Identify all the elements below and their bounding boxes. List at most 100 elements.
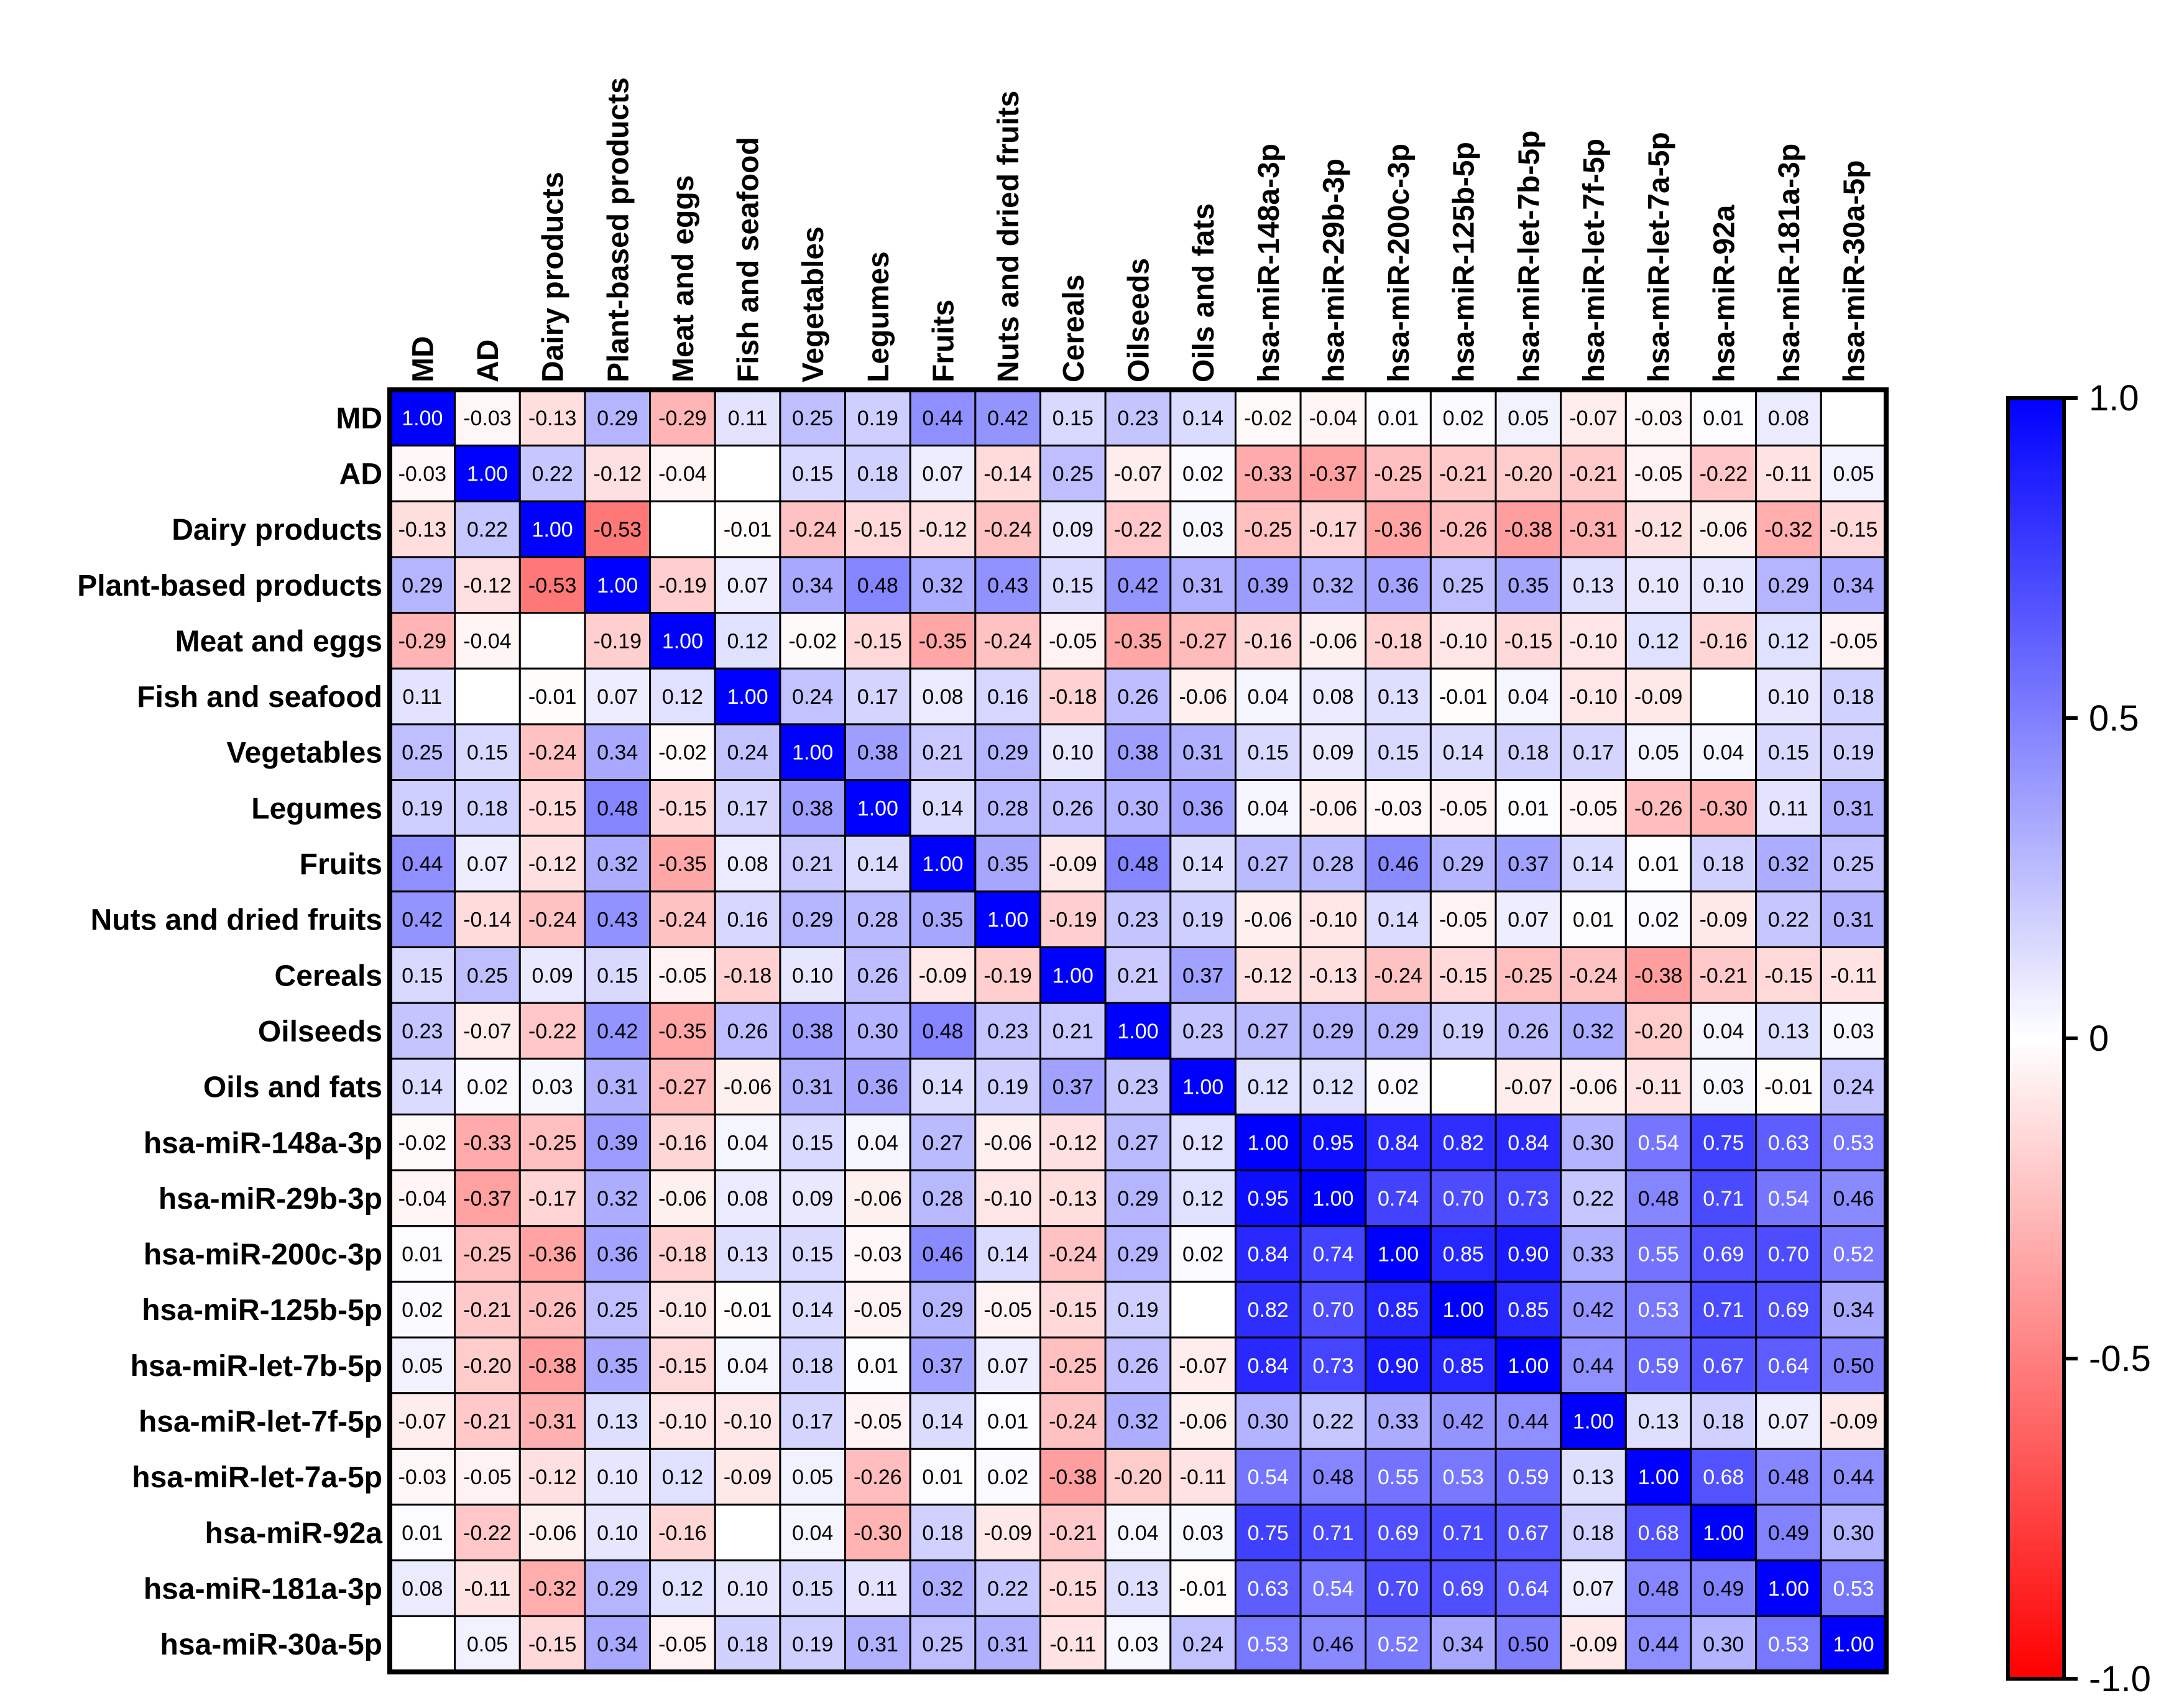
heatmap-cell bbox=[1039, 779, 1107, 837]
heatmap-cell bbox=[1104, 1503, 1172, 1562]
cell-value-label: 0.14 bbox=[1443, 741, 1484, 765]
heatmap-cell bbox=[844, 1169, 911, 1227]
heatmap-cell bbox=[844, 612, 911, 670]
cell-value-label: -0.32 bbox=[528, 1577, 577, 1600]
heatmap-cell bbox=[1755, 1280, 1822, 1339]
cell-value-label: 0.26 bbox=[1117, 1354, 1158, 1378]
cell-value-label: 0.68 bbox=[1703, 1466, 1744, 1489]
cell-value-label: 0.73 bbox=[1508, 1187, 1549, 1211]
heatmap-cell bbox=[779, 1615, 847, 1673]
heatmap-cell bbox=[1690, 667, 1757, 726]
cell-value-label: -0.07 bbox=[1569, 407, 1618, 430]
heatmap-cell bbox=[1560, 1225, 1627, 1283]
cell-value-label: 0.35 bbox=[1508, 574, 1549, 598]
cell-value-label: 0.19 bbox=[1833, 741, 1874, 765]
cell-value-label: 0.39 bbox=[597, 1131, 638, 1155]
cell-value-label: -0.03 bbox=[1634, 407, 1683, 430]
cell-value-label: 0.53 bbox=[1638, 1298, 1679, 1322]
cell-value-label: 0.04 bbox=[1117, 1521, 1158, 1545]
heatmap-cell bbox=[974, 1447, 1041, 1506]
cell-value-label: 0.21 bbox=[792, 852, 833, 876]
heatmap-cell bbox=[1820, 1336, 1887, 1395]
heatmap-cell bbox=[389, 946, 456, 1004]
heatmap-cell bbox=[1755, 667, 1822, 726]
cell-value-label: -0.06 bbox=[854, 1187, 902, 1211]
cell-value-label: -0.19 bbox=[658, 574, 707, 598]
heatmap-cell bbox=[1820, 723, 1887, 782]
heatmap-cell bbox=[1560, 1058, 1627, 1115]
cell-value-label: -0.15 bbox=[1830, 518, 1878, 542]
heatmap-cell bbox=[649, 1615, 716, 1673]
cell-value-label: 0.12 bbox=[662, 685, 703, 709]
cell-value-label: 0.18 bbox=[1703, 1410, 1744, 1434]
cell-value-label: 1.00 bbox=[597, 574, 638, 598]
heatmap-cell bbox=[779, 1447, 847, 1506]
cell-value-label: 0.02 bbox=[467, 1076, 508, 1099]
cell-value-label: -0.21 bbox=[1700, 964, 1748, 987]
cell-value-label: 0.42 bbox=[1117, 574, 1158, 598]
cell-value-label: 0.18 bbox=[792, 1354, 833, 1378]
cell-value-label: 0.28 bbox=[857, 908, 898, 932]
cell-value-label: 0.23 bbox=[1117, 908, 1158, 932]
cell-value-label: -0.09 bbox=[1700, 908, 1748, 932]
heatmap-cell bbox=[1495, 723, 1562, 782]
cell-value-label: 0.53 bbox=[1248, 1633, 1289, 1656]
cell-value-label: 0.15 bbox=[1378, 741, 1419, 765]
cell-value-label: 0.75 bbox=[1248, 1521, 1289, 1545]
cell-value-label: -0.13 bbox=[1309, 964, 1358, 987]
cell-value-label: 0.08 bbox=[727, 852, 768, 876]
cell-value-label: 0.29 bbox=[1312, 1020, 1353, 1043]
cell-value-label: 0.15 bbox=[402, 964, 443, 987]
cell-value-label: -0.19 bbox=[983, 964, 1032, 987]
cell-value-label: 0.07 bbox=[597, 685, 638, 709]
cell-value-label: 0.71 bbox=[1703, 1298, 1744, 1322]
heatmap-cell bbox=[518, 1559, 586, 1617]
cell-value-label: 0.14 bbox=[1573, 852, 1614, 876]
cell-value-label: 0.12 bbox=[727, 629, 768, 653]
cell-value-label: 0.22 bbox=[1768, 908, 1809, 932]
row-label-fruits: Fruits bbox=[300, 848, 382, 881]
cell-value-label: 0.17 bbox=[1573, 741, 1614, 765]
cell-value-label: 0.25 bbox=[792, 407, 833, 430]
heatmap-cell bbox=[714, 1336, 781, 1395]
cell-value-label: -0.15 bbox=[658, 796, 707, 820]
cell-value-label: -0.19 bbox=[1049, 908, 1097, 932]
heatmap-cell bbox=[1104, 667, 1172, 726]
cell-value-label: -0.07 bbox=[398, 1410, 447, 1434]
cell-value-label: 0.24 bbox=[1182, 1633, 1223, 1656]
cell-value-label: -0.01 bbox=[528, 685, 577, 709]
cell-value-label: -0.03 bbox=[463, 407, 512, 430]
cell-value-label: 0.26 bbox=[1052, 796, 1094, 820]
cell-value-label: 1.00 bbox=[1248, 1131, 1289, 1155]
cell-value-label: 0.15 bbox=[792, 462, 833, 486]
cell-value-label: -0.35 bbox=[658, 852, 707, 876]
heatmap-cell bbox=[649, 1058, 716, 1115]
cell-value-label: 0.04 bbox=[1703, 1020, 1744, 1043]
cell-value-label: -0.30 bbox=[1700, 796, 1748, 820]
cell-value-label: 0.18 bbox=[727, 1633, 768, 1656]
heatmap-cell bbox=[1234, 1336, 1302, 1395]
cell-value-label: -0.07 bbox=[1504, 1076, 1553, 1099]
cell-value-label: 0.37 bbox=[1052, 1076, 1094, 1099]
heatmap-cell bbox=[974, 1392, 1041, 1450]
cell-value-label: -0.25 bbox=[463, 1243, 512, 1267]
cell-value-label: -0.05 bbox=[1439, 908, 1488, 932]
cell-value-label: 0.36 bbox=[1378, 574, 1419, 598]
cell-value-label: -0.38 bbox=[1504, 518, 1553, 542]
cell-value-label: 0.03 bbox=[1182, 518, 1223, 542]
heatmap-cell bbox=[714, 389, 781, 447]
cell-value-label: -0.18 bbox=[658, 1243, 707, 1267]
cell-value-label: 0.26 bbox=[857, 964, 898, 987]
cell-value-label: 0.29 bbox=[1443, 852, 1484, 876]
row-label-dairy-products: Dairy products bbox=[172, 514, 382, 547]
heatmap-cell bbox=[1495, 779, 1562, 837]
heatmap-cell bbox=[909, 834, 977, 893]
cell-value-label: -0.21 bbox=[1439, 462, 1488, 486]
cell-value-label: 0.15 bbox=[792, 1243, 833, 1267]
row-label-hsa-mir-30a-5p: hsa-miR-30a-5p bbox=[160, 1628, 382, 1661]
cell-value-label: 0.09 bbox=[792, 1187, 833, 1211]
cell-value-label: -0.33 bbox=[463, 1131, 512, 1155]
cell-value-label: 0.29 bbox=[402, 574, 443, 598]
row-label-hsa-mir-92a: hsa-miR-92a bbox=[205, 1517, 383, 1550]
